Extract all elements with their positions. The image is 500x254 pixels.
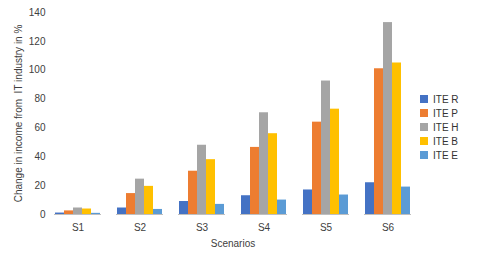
svg-text:80: 80 <box>34 93 46 104</box>
html-text:ITE R: ITE R <box>433 93 459 105</box>
svg-text:20: 20 <box>34 180 46 191</box>
svg-text:S4: S4 <box>258 222 271 233</box>
svg-text:100: 100 <box>29 64 46 75</box>
svg-text:S3: S3 <box>196 222 209 233</box>
svg-text:Change in income from IT indu: Change in income from IT industry in % <box>13 25 24 203</box>
svg-text:60: 60 <box>34 122 46 133</box>
svg-text:120: 120 <box>29 36 46 47</box>
svg-text:140: 140 <box>29 7 46 18</box>
svg-text:Scenarios: Scenarios <box>211 238 255 249</box>
svg-text:40: 40 <box>34 151 46 162</box>
html-text:ITE E: ITE E <box>433 149 458 161</box>
html-text:ITE H: ITE H <box>433 121 459 133</box>
svg-text:0: 0 <box>40 209 46 220</box>
html-text:ITE B: ITE B <box>433 135 458 147</box>
svg-text:S1: S1 <box>72 222 85 233</box>
html-text:ITE P: ITE P <box>433 107 458 119</box>
svg-text:S6: S6 <box>382 222 395 233</box>
svg-text:S2: S2 <box>134 222 147 233</box>
svg-text:S5: S5 <box>320 222 333 233</box>
